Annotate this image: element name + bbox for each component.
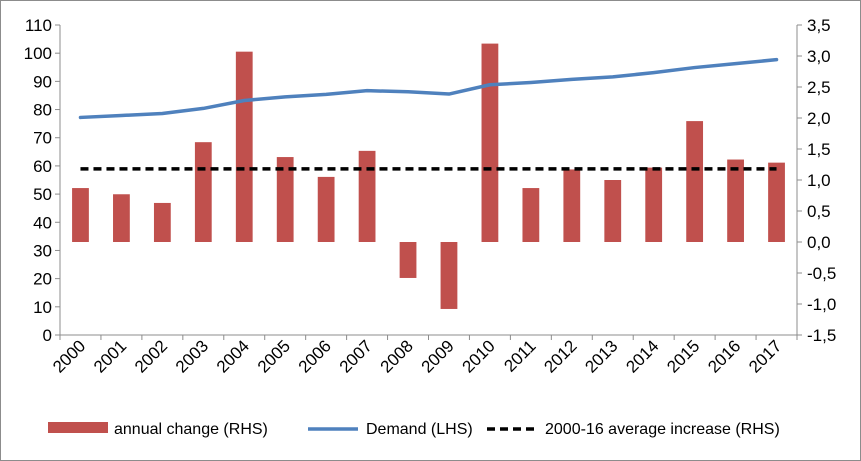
- bar-2004: [235, 51, 253, 242]
- x-tick-label: 2012: [540, 336, 580, 376]
- left-tick-label: 90: [33, 72, 52, 91]
- right-tick-label: 2,0: [807, 109, 831, 128]
- right-tick-label: 1,5: [807, 140, 831, 159]
- bar-2015: [686, 121, 704, 242]
- left-tick-label: 110: [25, 16, 52, 35]
- bar-2014: [645, 167, 663, 242]
- right-tick-label: 1,0: [807, 171, 831, 190]
- legend-label-average-increase: 2000-16 average increase (RHS): [545, 421, 780, 438]
- left-tick-label: 10: [33, 298, 52, 317]
- right-tick-label: 0,5: [807, 202, 831, 221]
- legend-label-annual-change: annual change (RHS): [114, 421, 268, 438]
- x-tick-label: 2009: [418, 336, 458, 376]
- bar-2001: [113, 194, 130, 242]
- bar-series-annual-change: [72, 43, 785, 309]
- legend: annual change (RHS) Demand (LHS) 2000-16…: [48, 421, 780, 438]
- left-tick-label: 30: [33, 241, 52, 260]
- bar-2008: [399, 242, 417, 278]
- right-tick-label: 3,5: [807, 16, 831, 35]
- right-tick-label: -1,0: [807, 295, 836, 314]
- x-tick-label: 2008: [377, 336, 417, 376]
- left-tick-label: 0: [43, 326, 52, 345]
- x-tick-label: 2001: [90, 336, 130, 376]
- bar-2016: [727, 159, 744, 242]
- left-tick-label: 60: [33, 157, 52, 176]
- x-tick-label: 2017: [745, 336, 785, 376]
- legend-swatch-annual-change: [48, 422, 108, 433]
- left-tick-label: 80: [33, 101, 52, 120]
- left-tick-label: 40: [33, 213, 52, 232]
- bar-2013: [604, 180, 622, 242]
- legend-label-demand: Demand (LHS): [366, 421, 473, 438]
- x-tick-label: 2007: [336, 336, 376, 376]
- bar-2012: [563, 169, 581, 242]
- x-tick-label: 2016: [704, 336, 744, 376]
- right-tick-label: 2,5: [807, 78, 831, 97]
- left-tick-label: 100: [24, 44, 52, 63]
- x-axis: 2000 2001 2002 2003 2004 2005 2006 2007 2008 2009…: [49, 334, 798, 377]
- x-tick-label: 2013: [581, 336, 621, 376]
- left-tick-label: 20: [33, 270, 52, 289]
- x-tick-label: 2004: [213, 336, 253, 376]
- left-tick-label: 70: [33, 129, 52, 148]
- x-tick-label: 2014: [622, 336, 662, 376]
- bar-2007: [358, 150, 376, 242]
- bar-2002: [153, 202, 171, 242]
- left-tick-label: 50: [33, 185, 52, 204]
- right-tick-label: 0,0: [807, 233, 831, 252]
- bar-2000: [72, 188, 89, 242]
- bar-2003: [194, 142, 212, 242]
- bar-2017: [768, 162, 785, 242]
- x-tick-label: 2000: [49, 336, 89, 376]
- right-tick-label: -0,5: [807, 264, 836, 283]
- right-tick-label: 3,0: [807, 47, 831, 66]
- line-series-demand: [78, 57, 779, 120]
- bar-2011: [522, 188, 540, 242]
- x-tick-label: 2005: [254, 336, 294, 376]
- demand-line-path: [78, 57, 779, 120]
- left-axis: 0 10 20 30 40 50 60 70 80 90 100 110: [24, 16, 61, 345]
- bar-2006: [317, 176, 335, 242]
- bar-2009: [440, 242, 458, 309]
- x-tick-label: 2015: [663, 336, 703, 376]
- x-tick-label: 2003: [172, 336, 212, 376]
- bar-2010: [481, 43, 499, 242]
- right-axis: -1,5 -1,0 -0,5 0,0 0,5 1,0 1,5 2,0 2,5 3,0 3,5: [796, 16, 836, 345]
- x-tick-label: 2011: [500, 336, 539, 375]
- bar-2005: [276, 157, 294, 242]
- right-tick-label: -1,5: [807, 326, 836, 345]
- x-tick-label: 2002: [131, 336, 171, 376]
- x-tick-label: 2006: [295, 336, 335, 376]
- x-tick-label: 2010: [459, 336, 499, 376]
